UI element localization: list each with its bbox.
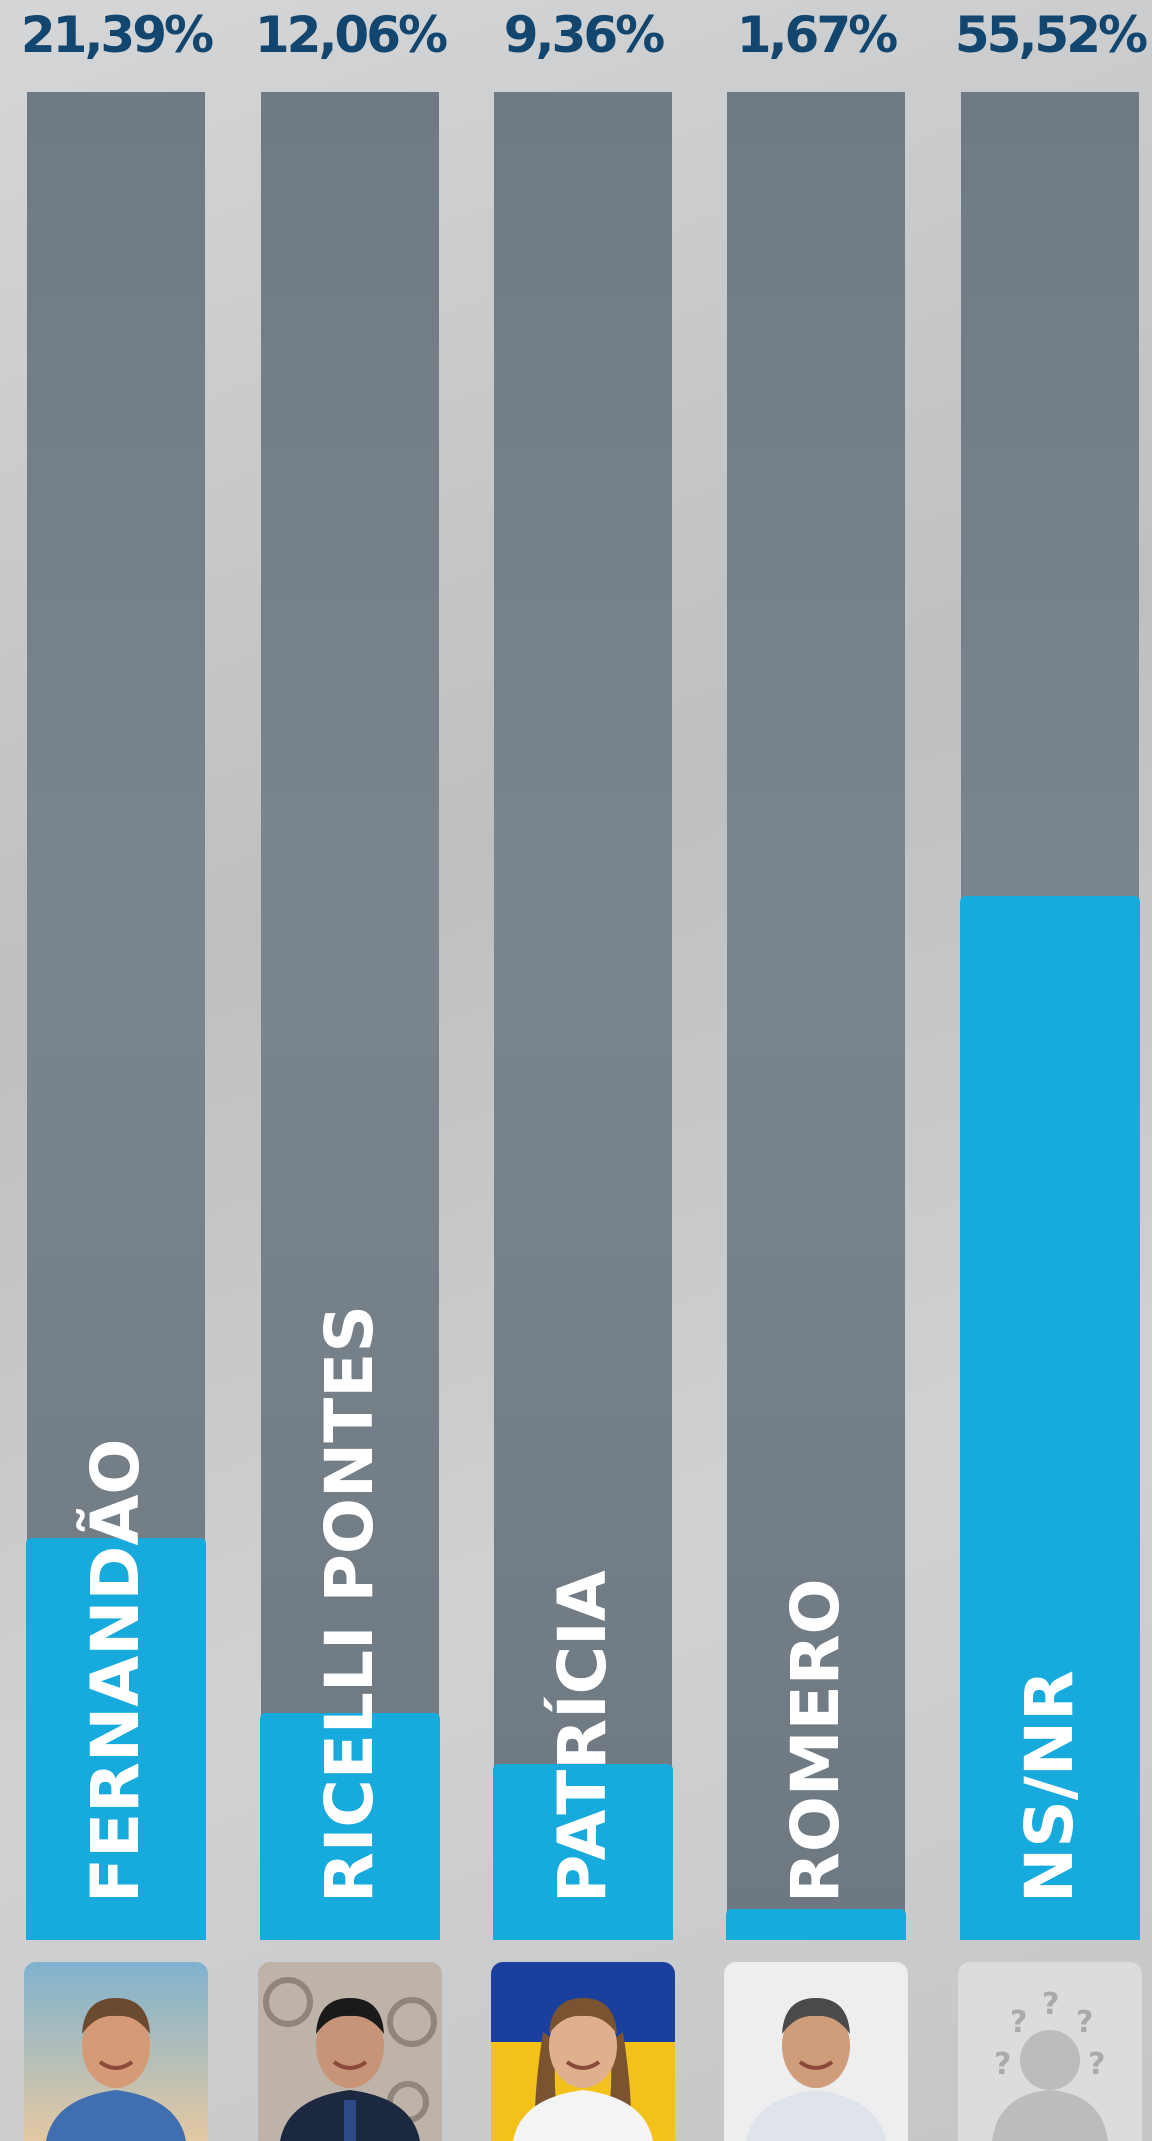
- value-label-patricia: 9,36%: [503, 6, 665, 64]
- svg-text:?: ?: [1088, 2047, 1105, 2082]
- bar-track-ricelli-pontes: [261, 92, 439, 1940]
- photo-patricia: [491, 1962, 675, 2141]
- bar-track-romero: [727, 92, 905, 1940]
- svg-text:?: ?: [1042, 1987, 1059, 2022]
- svg-text:?: ?: [1076, 2005, 1093, 2040]
- category-label-romero: ROMERO: [777, 1578, 854, 1903]
- unknown-person-icon: ?????: [958, 1962, 1142, 2141]
- category-label-ns-nr: NS/NR: [1011, 1670, 1088, 1903]
- photo-romero: [724, 1962, 908, 2141]
- bar-patricia: [493, 1763, 673, 1940]
- candidate-photo-romero: [724, 1962, 908, 2141]
- category-label-ricelli-pontes: RICELLI PONTES: [311, 1305, 388, 1903]
- photo-ricelli-pontes: [258, 1962, 442, 2141]
- candidate-photo-patricia: [491, 1962, 675, 2141]
- category-label-patricia: PATRÍCIA: [544, 1570, 621, 1903]
- bar-fernandao: [26, 1537, 206, 1940]
- photo-ns-nr: ?????: [958, 1962, 1142, 2141]
- bar-track-patricia: [494, 92, 672, 1940]
- value-label-romero: 1,67%: [736, 6, 898, 64]
- bar-ns-nr: [960, 896, 1140, 1940]
- bar-romero: [726, 1908, 906, 1940]
- candidate-photo-ricelli: [258, 1962, 442, 2141]
- photo-fernandao: [24, 1962, 208, 2141]
- category-label-fernandao: FERNANDÃO: [77, 1438, 154, 1903]
- svg-text:?: ?: [1010, 2005, 1027, 2040]
- candidate-photo-fernandao: [24, 1962, 208, 2141]
- svg-text:?: ?: [994, 2047, 1011, 2082]
- value-label-ricelli-pontes: 12,06%: [254, 6, 448, 64]
- value-label-fernandao: 21,39%: [20, 6, 214, 64]
- bar-ricelli-pontes: [260, 1713, 440, 1940]
- value-label-ns-nr: 55,52%: [954, 6, 1148, 64]
